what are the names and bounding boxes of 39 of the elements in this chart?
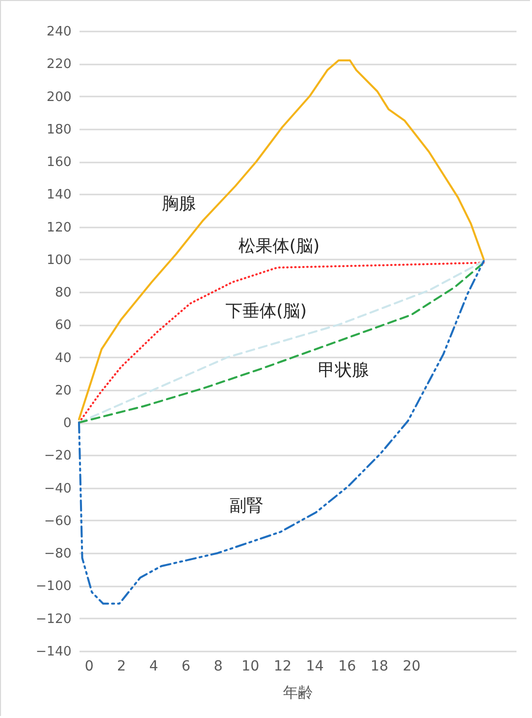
y-tick-label: 20 [54,383,72,398]
series-label: 胸腺 [162,194,196,214]
y-tick-label: −120 [36,612,72,627]
y-tick-label: 240 [46,24,72,40]
y-tick-label: −20 [44,448,72,464]
y-tick-label: 60 [54,318,72,334]
series-label: 下垂体(脳) [225,302,307,322]
x-tick-label: 2 [116,658,126,674]
x-tick-label: 12 [274,658,292,674]
x-tick-label: 20 [402,658,421,674]
x-tick-label: 14 [306,658,324,674]
y-tick-label: 80 [54,286,72,301]
line-series [78,59,485,420]
series-label: 甲状腺 [318,360,369,380]
y-tick-label: 220 [46,57,72,72]
line-series [78,260,485,605]
y-tick-label: −100 [36,579,72,594]
y-tick-label: −140 [36,644,72,660]
y-tick-label: 160 [46,155,72,170]
x-tick-label: 0 [84,658,94,674]
y-tick-label: 100 [46,252,72,268]
x-tick-label: 16 [338,658,356,674]
y-tick-label: −40 [44,481,72,496]
x-tick-label: 4 [149,658,158,674]
x-axis-title: 年齢 [283,684,313,702]
y-tick-label: −60 [44,514,72,529]
x-tick-label: 8 [214,658,223,674]
y-tick-label: 200 [46,90,72,105]
y-tick-label: 180 [46,122,72,138]
y-tick-label: −80 [44,546,72,562]
y-tick-label: 0 [63,416,72,432]
series-label: 副腎 [230,496,264,516]
series-label: 松果体(脳) [238,236,320,256]
x-tick-label: 18 [370,658,388,674]
y-tick-label: 40 [54,350,72,366]
y-tick-label: 140 [46,188,72,203]
y-tick-label: 120 [46,220,72,236]
x-tick-label: 6 [181,658,190,674]
x-tick-label: 10 [242,658,260,674]
